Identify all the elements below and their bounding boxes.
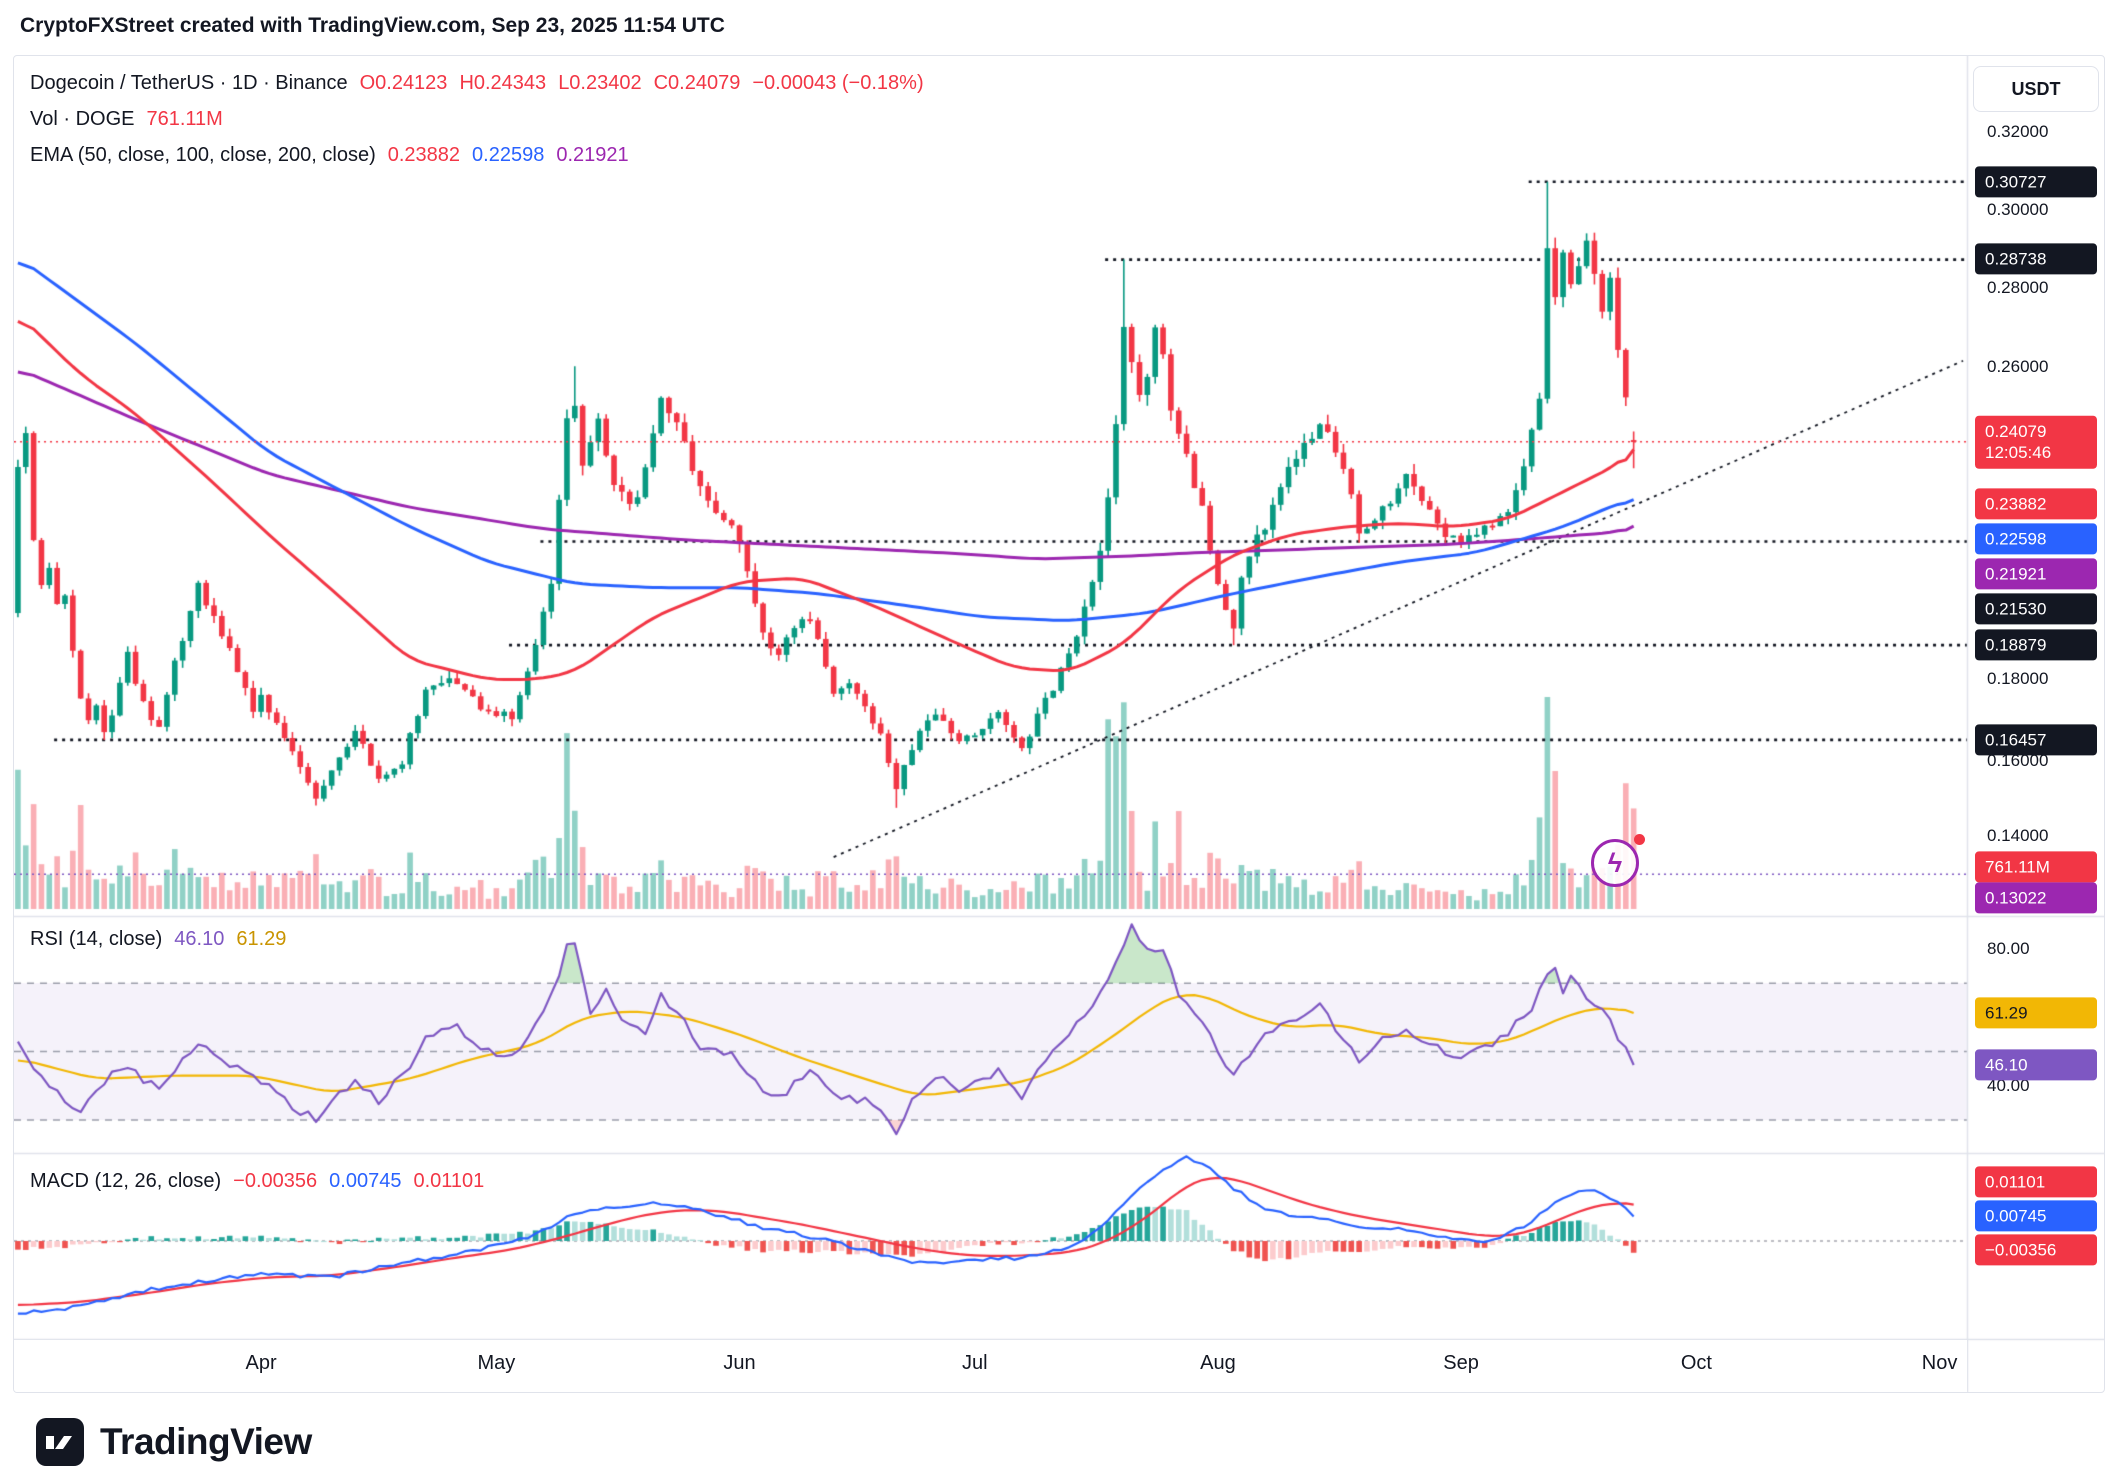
time-axis-label-Oct: Oct <box>1680 1352 1712 1374</box>
ohlc-close: C0.24079 <box>653 72 741 94</box>
axis-badge-0.28738: 0.28738 <box>1975 243 2097 275</box>
axis-badge-46.10: 46.10 <box>1975 1049 2097 1081</box>
lightning-icon: ϟ <box>1607 847 1623 878</box>
volume-label: Vol · DOGE <box>30 108 135 130</box>
macd-label: MACD (12, 26, close) <box>30 1170 222 1192</box>
axis-label-0.28000: 0.28000 <box>1987 278 2049 297</box>
axis-label-40.00: 40.00 <box>1987 1076 2030 1095</box>
rsi-label: RSI (14, close) <box>30 928 163 950</box>
axis-label-0.26000: 0.26000 <box>1987 357 2049 376</box>
axis-badge-761.11M: 761.11M <box>1975 851 2097 883</box>
countdown-timer: 12:05:46 <box>1985 443 2052 462</box>
axis-badge-0.16457: 0.16457 <box>1975 724 2097 756</box>
price-axis[interactable]: USDT 0.32000 0.30000 0.28000 0.26000 0.18000… <box>1967 56 2104 1340</box>
axis-label-80.00: 80.00 <box>1987 939 2030 958</box>
ohlc-low: L0.23402 <box>558 72 642 94</box>
ohlc-high: H0.24343 <box>459 72 547 94</box>
time-axis-label-Apr: Apr <box>245 1352 277 1374</box>
ema50-value: 0.23882 <box>387 144 461 166</box>
ohlc-open: O0.24123 <box>359 72 448 94</box>
axis-badge-61.29: 61.29 <box>1975 997 2097 1029</box>
axis-badge-0.24079: 0.24079 12:05:46 <box>1975 415 2097 469</box>
ema100-value: 0.22598 <box>472 144 545 166</box>
currency-button[interactable]: USDT <box>1973 66 2099 112</box>
volume-value: 761.11M <box>146 108 223 130</box>
ohlc-change: −0.00043 (−0.18%) <box>752 72 924 94</box>
tradingview-wordmark: TradingView <box>100 1421 312 1462</box>
axis-badge-0.21921: 0.21921 <box>1975 558 2097 590</box>
time-axis-label-Jun: Jun <box>723 1352 756 1374</box>
time-axis-label-May: May <box>477 1352 516 1374</box>
axis-label-0.14000: 0.14000 <box>1987 826 2049 845</box>
axis-badge-0.21530: 0.21530 <box>1975 593 2097 625</box>
rsi-ma-value: 61.29 <box>236 928 287 950</box>
chart-card: Dogecoin / TetherUS · 1D · Binance O0.24… <box>13 55 2105 1393</box>
axis-badge-0.01101: 0.01101 <box>1975 1166 2097 1198</box>
time-axis-label-Nov: Nov <box>1921 1352 1958 1374</box>
axis-label-0.16000: 0.16000 <box>1987 751 2049 770</box>
axis-badge-0.00745: 0.00745 <box>1975 1200 2097 1232</box>
symbol-title: Dogecoin / TetherUS · 1D · Binance <box>30 72 348 94</box>
axis-badge-−0.00356: −0.00356 <box>1975 1234 2097 1266</box>
volume-legend[interactable]: Vol · DOGE 761.11M <box>30 108 223 131</box>
notification-dot-icon <box>1634 834 1645 845</box>
axis-badge-0.18879: 0.18879 <box>1975 629 2097 661</box>
ema200-value: 0.21921 <box>556 144 629 166</box>
macd-signal-value: 0.01101 <box>413 1170 485 1192</box>
rsi-value: 46.10 <box>174 928 225 950</box>
ema-legend[interactable]: EMA (50, close, 100, close, 200, close) … <box>30 144 629 167</box>
time-axis-label-Jul: Jul <box>962 1352 988 1374</box>
symbol-legend[interactable]: Dogecoin / TetherUS · 1D · Binance O0.24… <box>30 72 924 95</box>
axis-badge-0.22598: 0.22598 <box>1975 523 2097 555</box>
chart-canvas[interactable] <box>14 56 2104 1392</box>
ema-label: EMA (50, close, 100, close, 200, close) <box>30 144 376 166</box>
time-axis[interactable]: Apr May Jun Jul Aug Sep Oct Nov <box>14 1340 1967 1392</box>
event-marker-icon[interactable]: ϟ <box>1591 839 1639 887</box>
tradingview-logo-icon <box>36 1418 84 1466</box>
time-axis-label-Sep: Sep <box>1443 1352 1479 1374</box>
macd-hist-value: −0.00356 <box>233 1170 318 1192</box>
axis-badge-0.30727: 0.30727 <box>1975 166 2097 198</box>
axis-label-0.18000: 0.18000 <box>1987 669 2049 688</box>
rsi-legend[interactable]: RSI (14, close) 46.10 61.29 <box>30 928 286 951</box>
time-axis-label-Aug: Aug <box>1200 1352 1236 1374</box>
axis-badge-0.23882: 0.23882 <box>1975 488 2097 520</box>
attribution-note: CryptoFXStreet created with TradingView.… <box>20 14 725 37</box>
tradingview-brand[interactable]: TradingView <box>36 1418 312 1466</box>
axis-badge-0.13022: 0.13022 <box>1975 882 2097 914</box>
axis-label-0.32000: 0.32000 <box>1987 122 2049 141</box>
macd-legend[interactable]: MACD (12, 26, close) −0.00356 0.00745 0.… <box>30 1170 484 1193</box>
axis-label-0.30000: 0.30000 <box>1987 200 2049 219</box>
macd-value: 0.00745 <box>329 1170 402 1192</box>
